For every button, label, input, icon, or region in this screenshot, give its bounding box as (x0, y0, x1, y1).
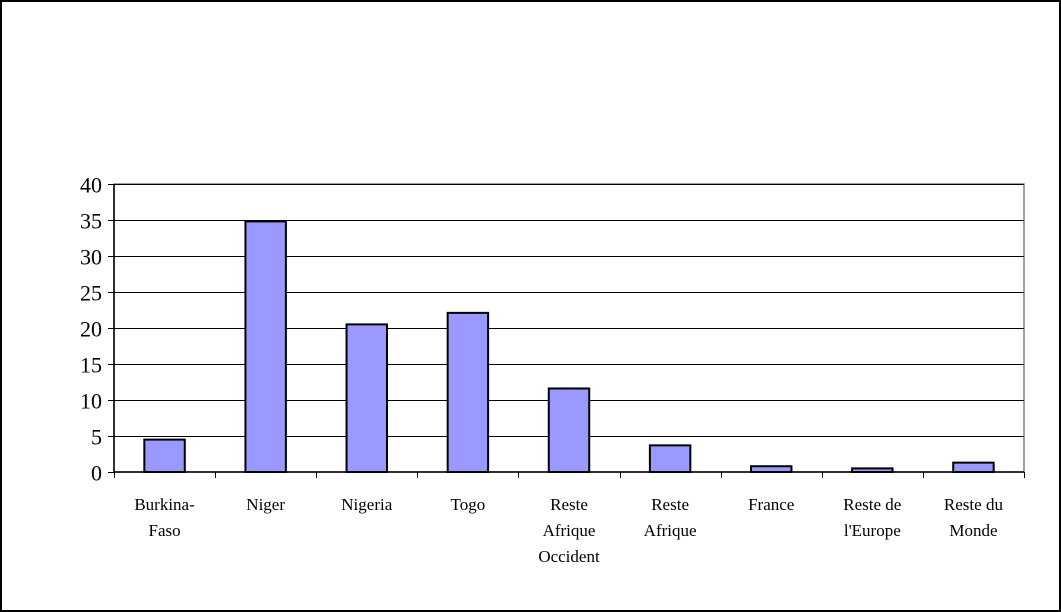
x-tick-label-line: l'Europe (844, 521, 901, 540)
x-tick-label-line: Afrique (543, 521, 596, 540)
x-tick-label-line: Reste (550, 495, 588, 514)
x-tick-label-line: Nigeria (341, 495, 392, 514)
bar (648, 444, 692, 473)
y-tick-label: 25 (80, 281, 102, 306)
x-tick-label: Togo (451, 495, 486, 514)
x-tick-label-line: Faso (148, 521, 180, 540)
x-tick-label: Niger (246, 495, 285, 514)
x-tick-label: Nigeria (341, 495, 392, 514)
y-tick-labels: 0 5 10 15 20 25 30 35 40 (80, 173, 102, 486)
bar (952, 461, 995, 474)
x-tick-labels: Burkina- Faso Niger Nigeria Togo Reste Afrique… (134, 495, 1003, 566)
bar (143, 438, 186, 474)
x-tick-label-line: Reste (651, 495, 689, 514)
bar (345, 323, 388, 473)
bars (143, 220, 995, 474)
x-tick-label: Burkina- Faso (134, 495, 195, 540)
bar (547, 387, 591, 474)
y-tick-label: 10 (80, 389, 102, 414)
y-tick-label: 20 (80, 317, 102, 342)
x-tick-label-line: Togo (451, 495, 486, 514)
y-tick-label: 35 (80, 209, 102, 234)
x-tick-label: Reste de l'Europe (843, 495, 901, 540)
x-tick-label-line: Burkina- (134, 495, 195, 514)
x-tick-label-line: Monde (949, 521, 997, 540)
y-tick-label: 30 (80, 245, 102, 270)
x-tick-label: Reste du Monde (944, 495, 1004, 540)
x-tick-label-line: Reste du (944, 495, 1004, 514)
bar (244, 220, 287, 473)
y-tick-label: 0 (91, 461, 102, 486)
y-tick-label: 5 (91, 425, 102, 450)
x-tick-label-line: Occident (538, 547, 600, 566)
x-tick-label-line: France (748, 495, 794, 514)
x-tick-label-line: Niger (246, 495, 285, 514)
bar (446, 311, 490, 473)
bar (750, 465, 793, 473)
axes (108, 184, 1025, 478)
y-tick-label: 40 (80, 173, 102, 198)
y-tick-label: 15 (80, 353, 102, 378)
x-tick-label: Reste Afrique Occident (538, 495, 600, 566)
x-tick-label-line: Reste de (843, 495, 901, 514)
x-tick-label-line: Afrique (644, 521, 697, 540)
x-tick-label: France (748, 495, 794, 514)
x-tick-label: Reste Afrique (644, 495, 697, 540)
